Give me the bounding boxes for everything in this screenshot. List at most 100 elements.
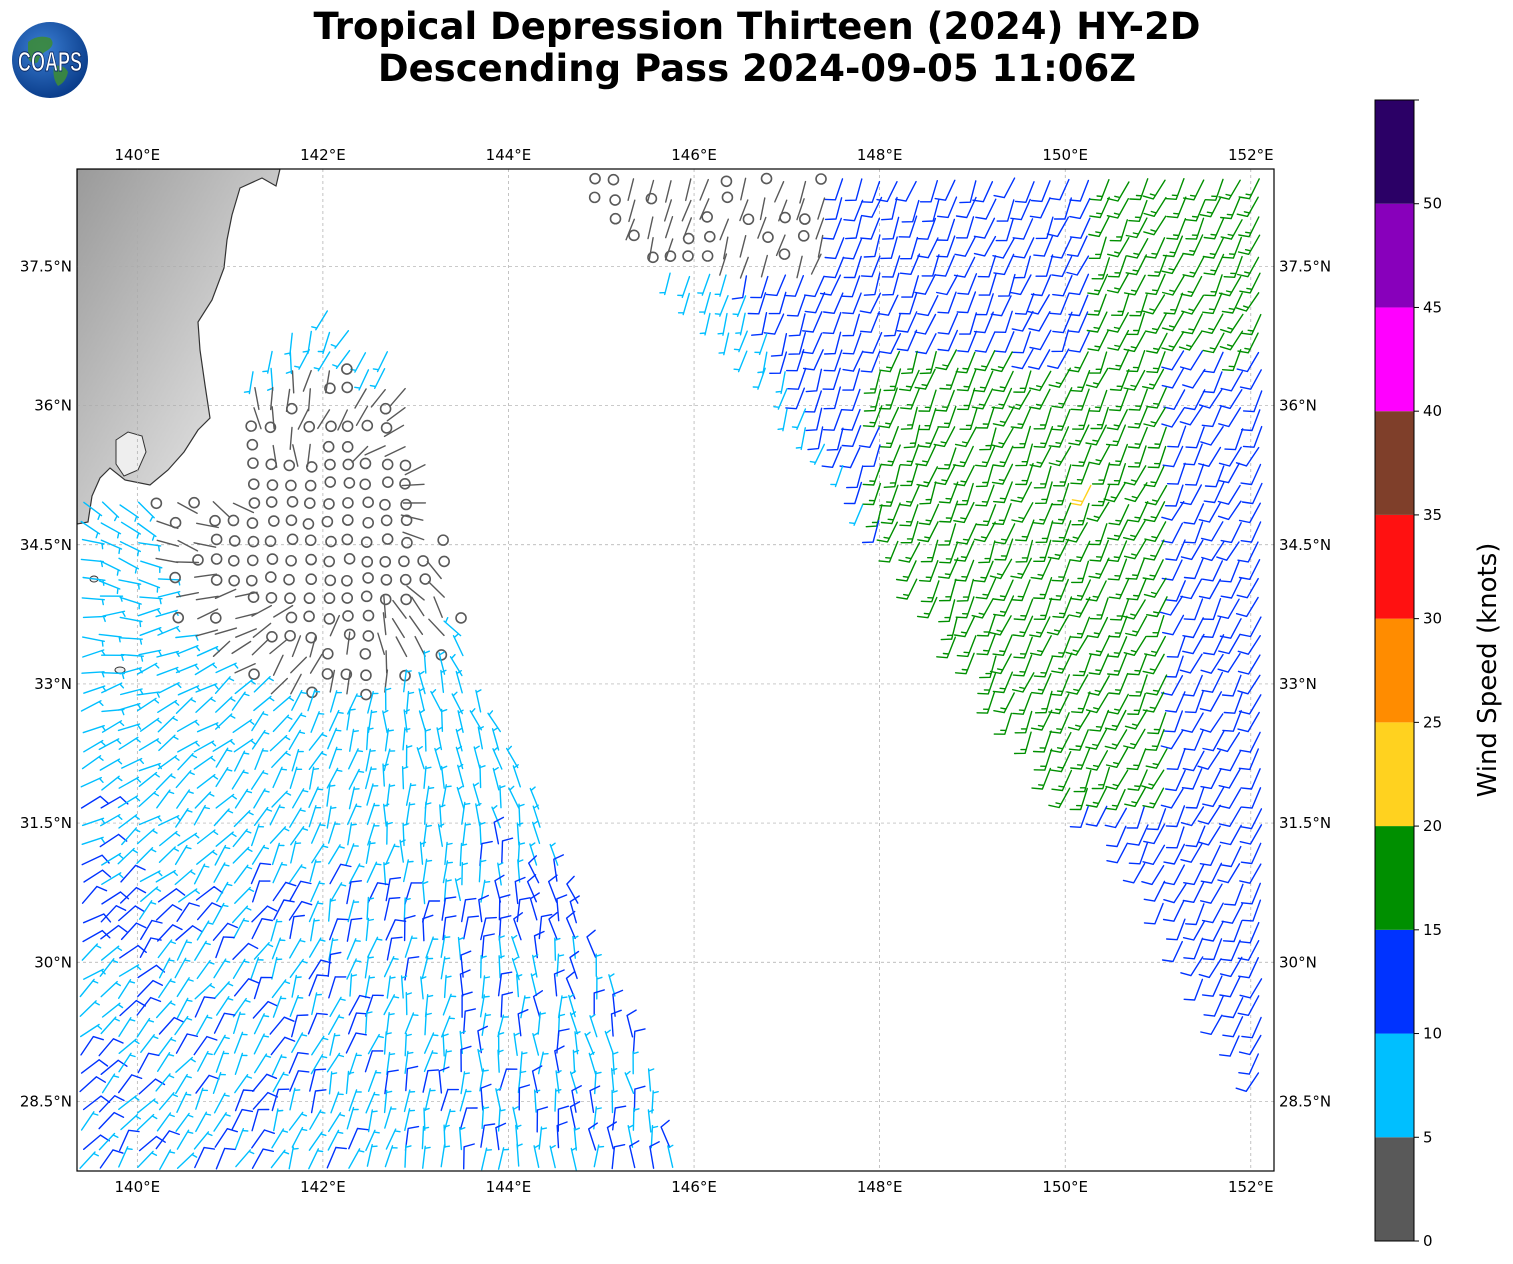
wind-barb xyxy=(953,465,975,487)
wind-barb xyxy=(235,1149,255,1168)
wind-barb xyxy=(973,235,997,257)
wind-barb xyxy=(424,1032,439,1054)
wind-barb xyxy=(860,311,880,333)
wind-barb xyxy=(1091,484,1111,507)
calm-circle xyxy=(455,612,467,624)
wind-barb xyxy=(937,313,959,335)
wind-barb xyxy=(1127,501,1149,523)
wind-barb xyxy=(83,501,103,520)
wind-barb xyxy=(176,645,201,655)
wind-barb xyxy=(253,1033,270,1055)
wind-barb xyxy=(442,860,453,884)
calm-circle xyxy=(283,573,295,586)
wind-barb xyxy=(233,1031,248,1054)
wind-barb xyxy=(1032,730,1052,753)
calm-circle xyxy=(778,248,791,260)
wind-barb xyxy=(175,1112,194,1132)
wind-barb xyxy=(1241,482,1263,505)
wind-barb xyxy=(841,388,861,411)
wind-barb xyxy=(1242,425,1263,448)
wind-barb xyxy=(1108,504,1130,526)
wind-barb xyxy=(271,956,283,980)
wind-barb xyxy=(176,789,194,809)
wind-barb xyxy=(177,832,200,847)
wind-barb xyxy=(480,1123,496,1148)
calm-circle xyxy=(283,459,296,472)
wind-barb xyxy=(1069,540,1091,562)
wind-barb xyxy=(788,332,806,355)
wind-barb xyxy=(364,1050,384,1073)
wind-barb xyxy=(176,1152,198,1169)
wind-barb xyxy=(308,750,327,770)
wind-barb xyxy=(400,975,408,999)
wind-barb xyxy=(215,793,237,809)
wind-barb xyxy=(1237,674,1261,695)
wind-barb xyxy=(826,427,844,451)
wind-barb xyxy=(101,1002,124,1018)
wind-barb xyxy=(526,874,537,903)
wind-barb xyxy=(593,989,605,1016)
wind-barb xyxy=(194,983,215,1000)
wind-barb xyxy=(1223,255,1243,278)
colorbar-tick-label: 25 xyxy=(1423,713,1442,731)
wind-barb xyxy=(1088,236,1107,259)
wind-barb xyxy=(403,897,411,921)
wind-barb xyxy=(176,939,192,961)
wind-barb xyxy=(138,790,160,808)
calm-circle xyxy=(192,554,204,566)
calm-circle xyxy=(380,574,393,586)
wind-barb xyxy=(934,179,956,201)
wind-barb xyxy=(849,504,864,526)
wind-barb xyxy=(272,654,284,676)
wind-barb xyxy=(936,636,956,659)
wind-barb xyxy=(895,560,917,582)
wind-barb xyxy=(497,1108,506,1132)
wind-barb xyxy=(382,709,389,734)
wind-barb xyxy=(442,1033,449,1057)
wind-barb xyxy=(400,514,424,521)
wind-barb xyxy=(723,236,729,260)
wind-barb xyxy=(993,579,1014,601)
calm-circle xyxy=(169,516,182,529)
wind-barb xyxy=(1089,196,1110,219)
wind-barb xyxy=(1165,580,1186,602)
wind-barb xyxy=(329,863,352,885)
wind-barb xyxy=(213,981,234,1000)
wind-barb xyxy=(1069,787,1088,811)
wind-barb xyxy=(177,740,200,753)
wind-barb xyxy=(1124,709,1148,730)
wind-barb xyxy=(403,709,410,733)
wind-barb xyxy=(100,539,123,555)
wind-barb xyxy=(1127,406,1148,429)
calm-circle xyxy=(362,609,375,622)
wind-barb xyxy=(1237,711,1260,733)
wind-barb xyxy=(481,1012,492,1036)
wind-barb xyxy=(327,951,342,977)
wind-barb xyxy=(405,1065,419,1092)
wind-barb xyxy=(612,1105,627,1131)
wind-barb xyxy=(291,1032,308,1053)
wind-barb xyxy=(1106,825,1127,848)
wind-barb xyxy=(1103,481,1127,503)
wind-barb xyxy=(589,1085,601,1113)
lat-tick-label: 36°N xyxy=(34,397,72,415)
wind-barb xyxy=(253,788,270,809)
wind-barb xyxy=(1033,235,1054,257)
wind-barb xyxy=(213,958,231,979)
wind-barb xyxy=(900,406,918,430)
wind-barb xyxy=(118,1074,143,1094)
wind-barb xyxy=(214,588,237,599)
wind-barb xyxy=(214,627,238,635)
wind-barb xyxy=(232,958,250,979)
wind-barb xyxy=(699,292,711,315)
colorbar-bin xyxy=(1375,307,1414,412)
wind-barb xyxy=(1185,426,1205,449)
wind-barb xyxy=(574,1031,581,1055)
wind-barb xyxy=(138,1135,166,1152)
wind-barb xyxy=(212,922,238,941)
wind-barb xyxy=(916,217,937,240)
wind-barb xyxy=(271,1088,290,1112)
wind-barb xyxy=(289,1070,310,1092)
wind-barb xyxy=(461,862,468,886)
wind-barb xyxy=(424,801,432,825)
